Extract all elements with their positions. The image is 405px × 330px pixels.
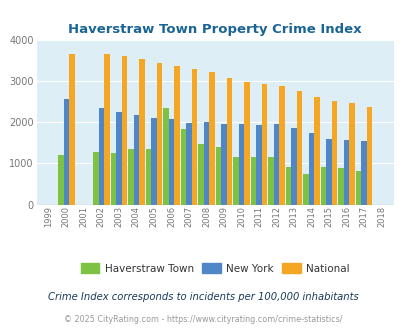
Bar	[360, 142, 366, 205]
Bar	[64, 99, 69, 205]
Bar	[69, 54, 75, 205]
Bar	[296, 91, 302, 205]
Bar	[128, 148, 133, 205]
Bar	[244, 82, 249, 205]
Bar	[98, 109, 104, 205]
Bar	[343, 140, 348, 205]
Bar	[198, 145, 203, 205]
Bar	[273, 124, 279, 205]
Bar	[139, 59, 144, 205]
Bar	[221, 124, 226, 205]
Bar	[110, 153, 116, 205]
Bar	[303, 175, 308, 205]
Bar	[156, 63, 162, 205]
Bar	[348, 103, 354, 205]
Legend: Haverstraw Town, New York, National: Haverstraw Town, New York, National	[77, 259, 353, 278]
Title: Haverstraw Town Property Crime Index: Haverstraw Town Property Crime Index	[68, 23, 361, 36]
Bar	[58, 155, 64, 205]
Bar	[355, 171, 360, 205]
Bar	[320, 167, 326, 205]
Bar	[331, 102, 337, 205]
Bar	[267, 157, 273, 205]
Text: Crime Index corresponds to incidents per 100,000 inhabitants: Crime Index corresponds to incidents per…	[47, 292, 358, 302]
Bar	[133, 115, 139, 205]
Bar	[326, 139, 331, 205]
Bar	[145, 149, 151, 205]
Bar	[180, 129, 185, 205]
Bar	[168, 119, 174, 205]
Bar	[122, 56, 127, 205]
Bar	[174, 66, 179, 205]
Bar	[250, 157, 256, 205]
Bar	[151, 118, 156, 205]
Bar	[226, 79, 232, 205]
Bar	[93, 152, 98, 205]
Bar	[313, 97, 319, 205]
Bar	[290, 128, 296, 205]
Bar	[366, 107, 371, 205]
Bar	[308, 133, 313, 205]
Bar	[279, 86, 284, 205]
Bar	[191, 69, 197, 205]
Bar	[215, 147, 221, 205]
Text: © 2025 CityRating.com - https://www.cityrating.com/crime-statistics/: © 2025 CityRating.com - https://www.city…	[64, 315, 341, 324]
Bar	[185, 123, 191, 205]
Bar	[116, 112, 121, 205]
Bar	[203, 122, 209, 205]
Bar	[261, 84, 266, 205]
Bar	[256, 125, 261, 205]
Bar	[285, 167, 290, 205]
Bar	[238, 124, 244, 205]
Bar	[209, 72, 214, 205]
Bar	[232, 157, 238, 205]
Bar	[163, 109, 168, 205]
Bar	[337, 168, 343, 205]
Bar	[104, 54, 109, 205]
